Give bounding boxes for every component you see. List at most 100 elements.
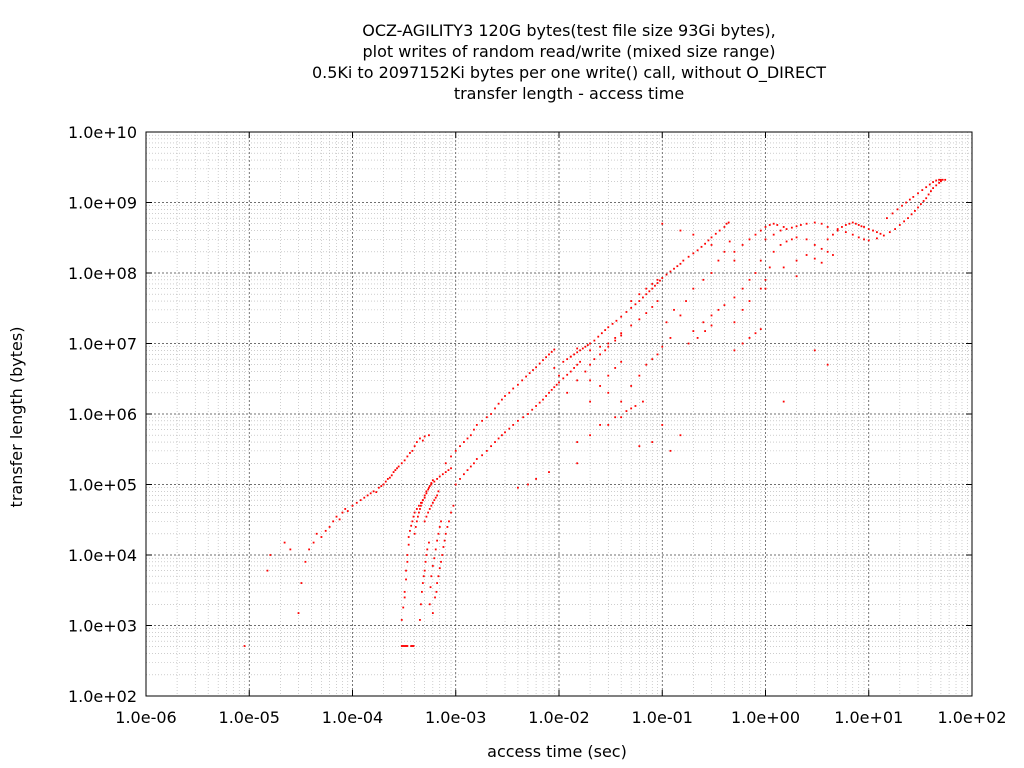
data-point [894, 228, 897, 230]
data-point [748, 337, 751, 339]
data-point [620, 360, 623, 363]
data-point [813, 244, 816, 246]
data-point [826, 238, 829, 241]
y-tick-label: 1.0e+06 [68, 405, 137, 424]
data-point [733, 250, 736, 253]
data-point [941, 178, 944, 181]
data-point [733, 349, 736, 352]
data-point [607, 374, 610, 377]
data-point [407, 543, 410, 546]
data-point [940, 178, 942, 181]
data-point [501, 434, 503, 437]
data-point [469, 465, 472, 468]
data-point [372, 490, 375, 493]
data-point [614, 339, 617, 342]
data-point [397, 465, 400, 468]
data-point [243, 645, 246, 647]
data-point [851, 233, 854, 236]
data-point [607, 342, 610, 345]
data-point [638, 300, 641, 302]
x-tick-label: 1.0e-04 [322, 708, 383, 727]
data-point [790, 226, 793, 229]
data-point [481, 454, 484, 457]
data-point [615, 319, 618, 322]
data-point [535, 366, 537, 369]
data-point [494, 441, 496, 443]
data-point [415, 520, 418, 523]
data-point [925, 197, 928, 200]
y-axis-label: transfer length (bytes) [7, 327, 26, 508]
data-point [390, 474, 393, 477]
data-point [682, 259, 685, 262]
data-point [779, 229, 782, 232]
data-point [419, 437, 421, 440]
data-point [669, 270, 672, 273]
data-point [434, 548, 437, 551]
data-point [651, 287, 654, 290]
data-point [826, 250, 829, 253]
data-point [430, 482, 433, 484]
data-point [944, 178, 947, 181]
data-point [910, 213, 913, 216]
data-point [676, 265, 679, 268]
data-point [402, 645, 405, 647]
data-point [727, 221, 730, 224]
data-point [896, 208, 899, 211]
data-point [423, 494, 426, 497]
data-point [679, 262, 682, 265]
data-point [832, 233, 834, 236]
data-point [685, 300, 687, 302]
data-point [550, 351, 553, 353]
data-point [400, 645, 403, 647]
data-point [430, 483, 433, 486]
data-point [475, 458, 478, 460]
data-point [573, 367, 575, 369]
data-point [338, 518, 341, 521]
data-point [550, 388, 553, 391]
data-point [403, 590, 406, 593]
data-point [759, 287, 762, 290]
data-point [921, 189, 924, 191]
data-point [411, 449, 414, 452]
data-point [438, 567, 441, 570]
data-point [410, 645, 413, 647]
data-point [654, 284, 656, 287]
data-point [384, 480, 387, 483]
x-axis-label: access time (sec) [487, 742, 627, 761]
data-point [538, 362, 541, 365]
major-grid [145, 131, 973, 697]
data-point [723, 304, 726, 307]
data-point [431, 565, 434, 567]
data-point [542, 398, 544, 401]
data-point [436, 582, 439, 584]
data-point [673, 267, 675, 270]
data-point [566, 391, 569, 394]
data-point [836, 228, 839, 230]
data-point [651, 358, 654, 361]
data-point [665, 321, 668, 324]
data-point [402, 606, 405, 609]
y-tick-label: 1.0e+05 [68, 476, 137, 495]
data-point [679, 229, 682, 232]
data-point [444, 462, 447, 465]
data-point [638, 445, 641, 448]
data-point [748, 300, 751, 302]
data-point [905, 201, 907, 204]
data-point [863, 238, 865, 241]
data-point [320, 536, 323, 538]
data-point [620, 400, 623, 403]
data-point [517, 419, 519, 422]
data-point [634, 405, 637, 407]
data-point [938, 178, 940, 181]
data-point [428, 508, 431, 510]
data-point [932, 187, 935, 190]
x-tick-label: 1.0e-02 [528, 708, 589, 727]
data-point [405, 569, 407, 572]
data-point [805, 222, 808, 225]
data-point [741, 342, 744, 345]
data-point [692, 330, 695, 332]
data-point [768, 266, 771, 269]
data-point [607, 424, 610, 426]
data-point [630, 324, 633, 327]
data-point [485, 449, 488, 452]
